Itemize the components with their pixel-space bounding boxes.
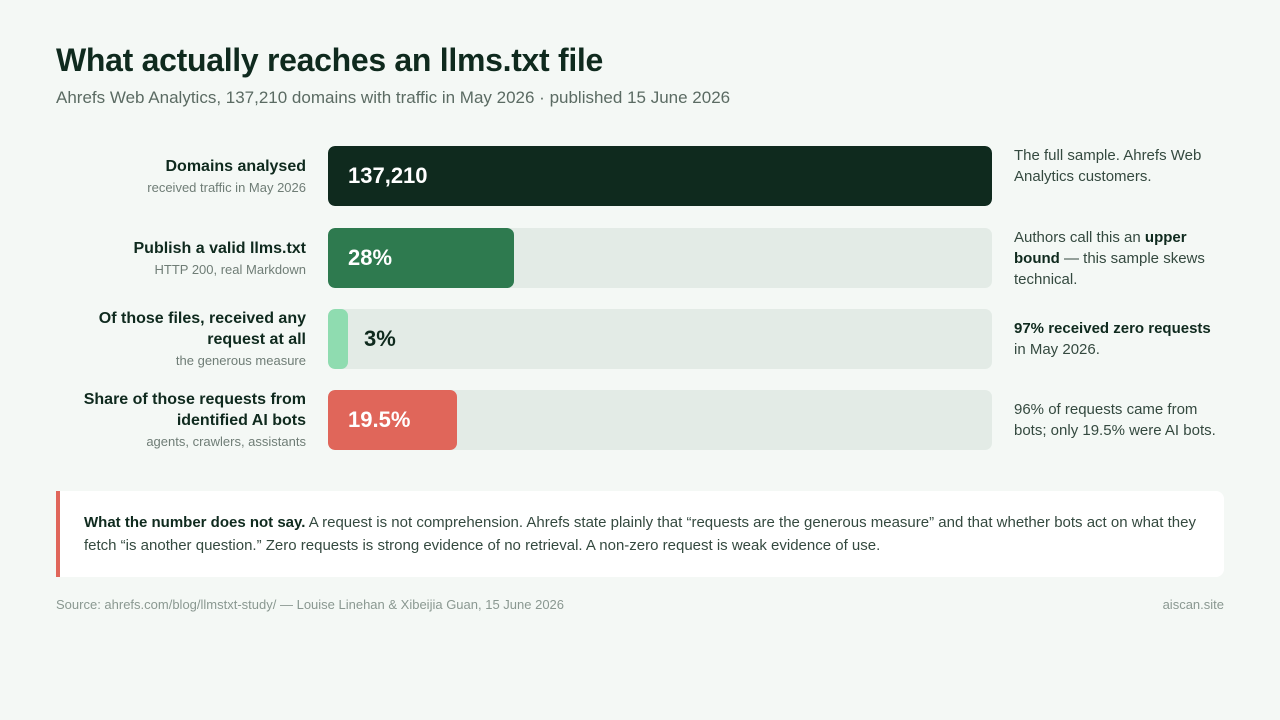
callout-box: What the number does not say. A request … [56,491,1224,577]
bar-value-label: 28% [348,245,393,270]
annotation-text: 96% of requests came from bots; only 19.… [1014,401,1216,439]
bar-value-label: 137,210 [348,163,428,188]
bar [328,309,348,369]
bar-label-group: Share of those requests from identified … [46,390,306,450]
bar-track: 19.5% [328,390,992,450]
bar-label-group: Domains analysed received traffic in May … [46,146,306,206]
bar-row: Share of those requests from identified … [56,390,1224,450]
page-subtitle: Ahrefs Web Analytics, 137,210 domains wi… [56,88,731,107]
bar-sublabel: HTTP 200, real Markdown [154,261,307,277]
bar-label: Share of those requests from identified … [83,391,306,429]
footer: Source: ahrefs.com/blog/llmstxt-study/ —… [56,597,1224,612]
bar-label-group: Publish a valid llms.txt HTTP 200, real M… [46,228,307,288]
source-citation: Source: ahrefs.com/blog/llmstxt-study/ —… [56,597,565,612]
site-label: aiscan.site [1162,597,1224,612]
annotation-text: The full sample. Ahrefs Web Analytics cu… [1014,147,1202,185]
bar-sublabel: received traffic in May 2026 [147,179,306,195]
bar-track: 137,210 [328,146,992,206]
bar [328,390,457,450]
callout-heading: What the number does not say. [84,514,306,531]
bar-annotation: 97% received zero requests in May 2026. [1014,318,1226,360]
callout-body: A request is not comprehension. Ahrefs s… [84,514,1196,554]
bar-label: Of those files, received any request at … [98,310,306,348]
bar-track: 28% [328,228,992,288]
bar-value-label: 19.5% [348,407,411,432]
bar-label-group: Of those files, received any request at … [46,309,306,369]
bar-row: Domains analysed received traffic in May … [56,146,1224,206]
bar [328,146,992,206]
annotation-text: 97% received zero requests [1014,320,1211,337]
bar-annotation: The full sample. Ahrefs Web Analytics cu… [1014,145,1226,187]
bar-track: 3% [328,309,992,369]
annotation-text: — this sample skews technical. [1014,250,1205,288]
page-title: What actually reaches an llms.txt file [56,42,604,78]
bar-label: Publish a valid llms.txt [133,239,307,257]
bar-row: Publish a valid llms.txt HTTP 200, real M… [56,228,1224,288]
bar-annotation: 96% of requests came from bots; only 19.… [1014,399,1226,441]
bar-sublabel: agents, crawlers, assistants [146,434,306,449]
bar [328,228,514,288]
bar-sublabel: the generous measure [175,353,306,368]
annotation-text: in May 2026. [1014,341,1100,358]
bar-row: Of those files, received any request at … [56,309,1224,369]
annotation-text: Authors call this an [1014,229,1145,246]
bar-value-label: 3% [364,326,396,351]
bar-annotation: Authors call this an upper bound — this … [1014,227,1226,290]
bar-label: Domains analysed [165,157,307,175]
annotation-text: upper bound [1014,229,1187,267]
